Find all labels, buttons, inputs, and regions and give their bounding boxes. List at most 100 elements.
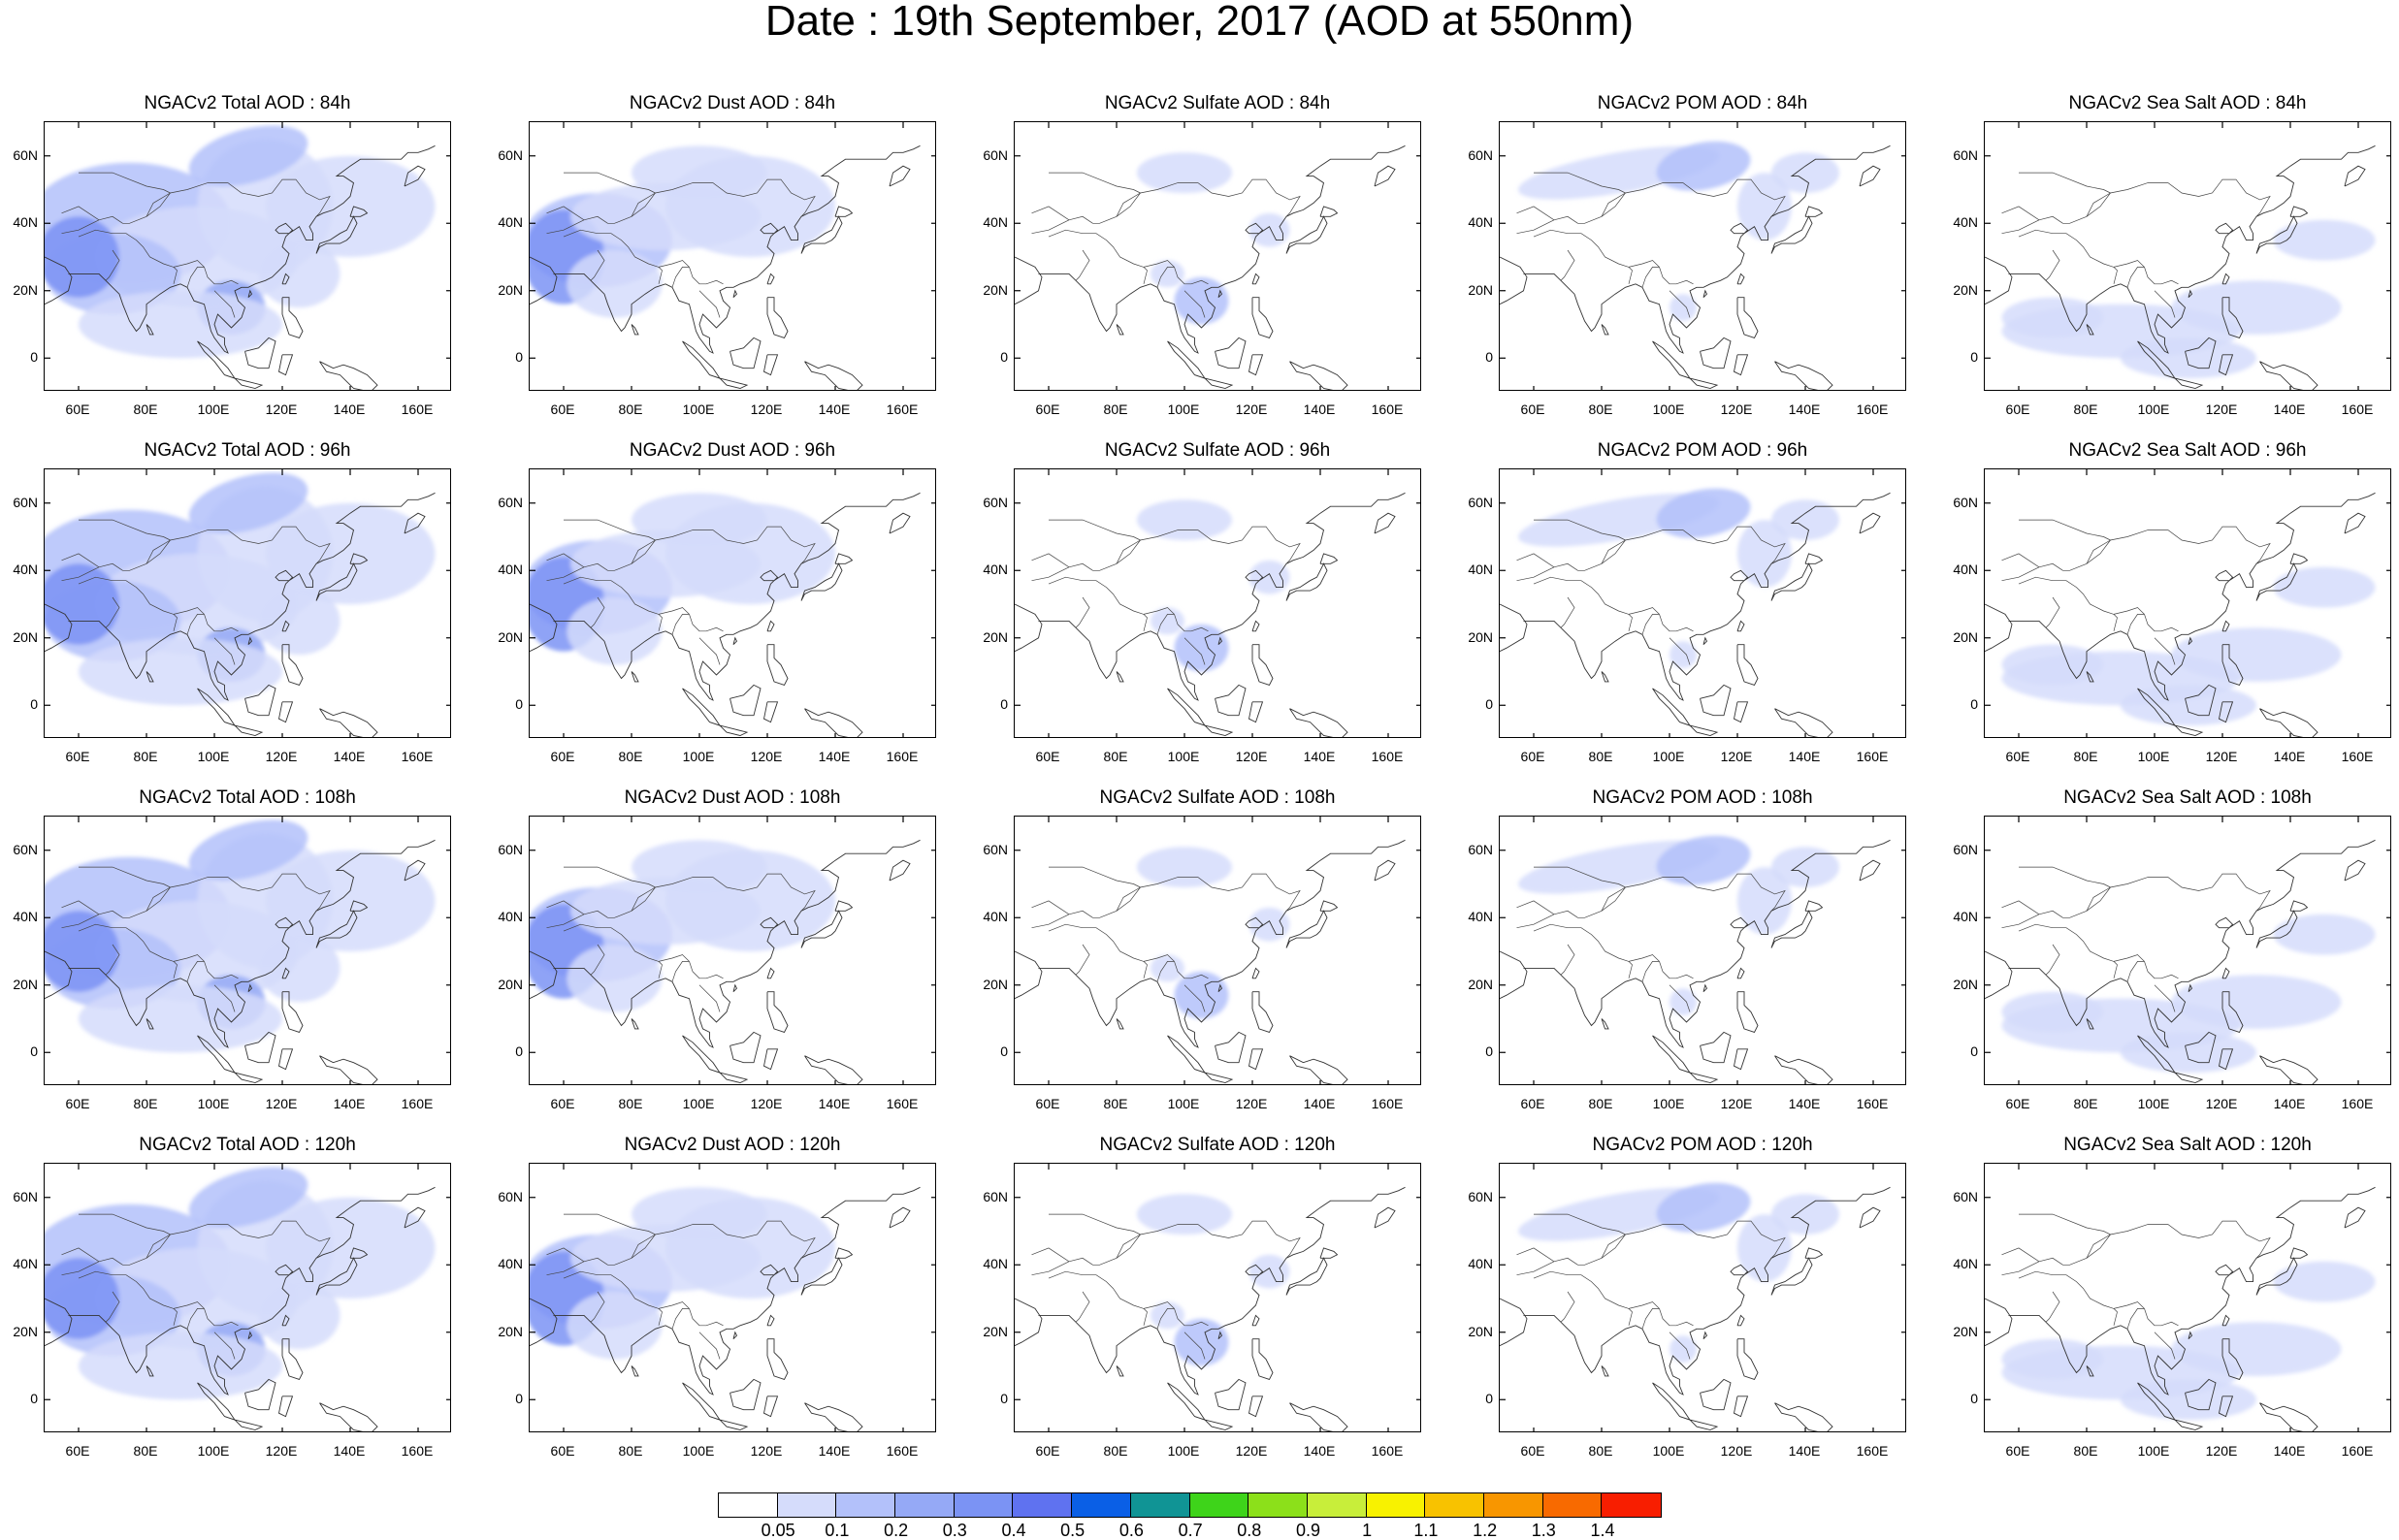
coastline <box>2086 1365 2094 1377</box>
country-border <box>563 923 690 962</box>
map-panel <box>1014 121 1421 391</box>
lat-tick-label: 20N <box>1468 1323 1493 1339</box>
coastline <box>2255 1257 2298 1296</box>
country-border <box>1048 229 1175 268</box>
coastline <box>732 983 738 993</box>
lat-tick-label: 60N <box>13 146 38 163</box>
country-border <box>204 267 239 285</box>
coastline <box>766 644 789 686</box>
country-border <box>1577 526 1786 571</box>
coastline <box>1804 1247 1824 1259</box>
country-border <box>2001 900 2040 929</box>
lat-tick-label: 40N <box>498 909 523 925</box>
lon-tick-label: 80E <box>133 749 158 764</box>
lat-tick-label: 0 <box>515 696 523 713</box>
country-border <box>98 215 123 224</box>
country-border <box>2045 596 2060 628</box>
country-border <box>1156 961 1175 982</box>
country-border <box>213 290 236 318</box>
coastline <box>1985 603 2013 653</box>
coastline <box>1038 492 1406 701</box>
country-border <box>1183 290 1206 318</box>
coastline <box>762 354 779 376</box>
coastline <box>1215 684 1247 717</box>
country-border <box>2113 1308 2118 1326</box>
aod-field <box>188 819 308 882</box>
coastline <box>1774 1402 1833 1431</box>
country-border <box>2019 519 2111 541</box>
lat-tick-label: 60N <box>1468 841 1493 857</box>
country-border <box>98 562 123 571</box>
coastline <box>1217 983 1223 993</box>
country-border <box>2045 1291 2060 1323</box>
map-canvas <box>1015 122 1420 390</box>
aod-field <box>1737 867 1792 935</box>
map-canvas <box>45 1164 450 1431</box>
country-border <box>1183 1331 1206 1360</box>
map-panel <box>529 468 936 738</box>
country-border <box>2086 886 2111 912</box>
aod-field <box>1137 499 1232 540</box>
coastline <box>349 553 369 564</box>
country-border <box>563 229 690 268</box>
lon-tick-label: 80E <box>2073 1096 2098 1111</box>
aod-field <box>1151 607 1184 635</box>
coastline <box>319 361 378 390</box>
lon-tick-label: 60E <box>2005 1096 2030 1111</box>
map-panel <box>529 816 936 1085</box>
coastline <box>2174 377 2204 389</box>
panel-title: NGACv2 Total AOD : 96h <box>144 440 351 461</box>
lat-tick-label: 20N <box>1468 628 1493 645</box>
coastline <box>2218 1048 2234 1071</box>
coastline <box>45 950 73 1000</box>
coastline <box>1700 1031 1732 1064</box>
lon-tick-label: 140E <box>1303 401 1336 417</box>
lon-tick-label: 100E <box>1167 1443 1200 1459</box>
lon-tick-label: 100E <box>1167 401 1200 417</box>
lon-tick-label: 60E <box>1520 401 1545 417</box>
lon-tick-label: 100E <box>1167 749 1200 764</box>
lon-tick-label: 160E <box>401 749 434 764</box>
lon-tick-label: 60E <box>550 1443 575 1459</box>
country-border <box>2018 229 2145 268</box>
coastline <box>1689 1419 1719 1430</box>
colorbar-swatch <box>1130 1493 1190 1517</box>
lat-tick-label: 0 <box>1000 1391 1008 1407</box>
country-border <box>689 614 724 632</box>
lon-tick-label: 60E <box>65 401 90 417</box>
country-border <box>105 1291 120 1323</box>
coastline <box>1374 859 1396 882</box>
aod-field <box>258 1281 340 1350</box>
coastline <box>68 1186 436 1396</box>
coastline <box>1736 991 1759 1033</box>
coastline <box>1736 1338 1759 1380</box>
coastline <box>530 950 558 1000</box>
panel-title: NGACv2 Dust AOD : 120h <box>624 1135 841 1155</box>
lat-tick-label: 0 <box>30 696 38 713</box>
coastline <box>2344 1206 2366 1229</box>
coastline <box>68 492 436 701</box>
aod-field <box>265 155 436 257</box>
aod-field <box>265 1197 436 1299</box>
map-panel <box>529 121 936 391</box>
coastline <box>804 1055 863 1084</box>
coastline <box>1116 1365 1124 1377</box>
lon-tick-label: 140E <box>1788 749 1821 764</box>
lat-tick-label: 20N <box>1953 1323 1978 1339</box>
lat-tick-label: 40N <box>983 561 1008 578</box>
aod-field <box>567 250 663 318</box>
panel-title: NGACv2 Dust AOD : 96h <box>629 440 836 461</box>
panel-title: NGACv2 Sulfate AOD : 120h <box>1099 1135 1336 1155</box>
country-border <box>2113 267 2118 284</box>
coastline <box>1770 1257 1813 1296</box>
coastline <box>234 1419 264 1430</box>
lon-tick-label: 140E <box>333 749 366 764</box>
lon-tick-label: 140E <box>2273 401 2306 417</box>
colorbar-swatch <box>836 1493 896 1517</box>
country-border <box>173 1308 178 1326</box>
coastline <box>2218 354 2234 376</box>
aod-field <box>2273 914 2376 955</box>
lon-tick-label: 160E <box>1856 749 1889 764</box>
lon-tick-label: 100E <box>2137 401 2170 417</box>
coastline <box>1736 620 1745 632</box>
